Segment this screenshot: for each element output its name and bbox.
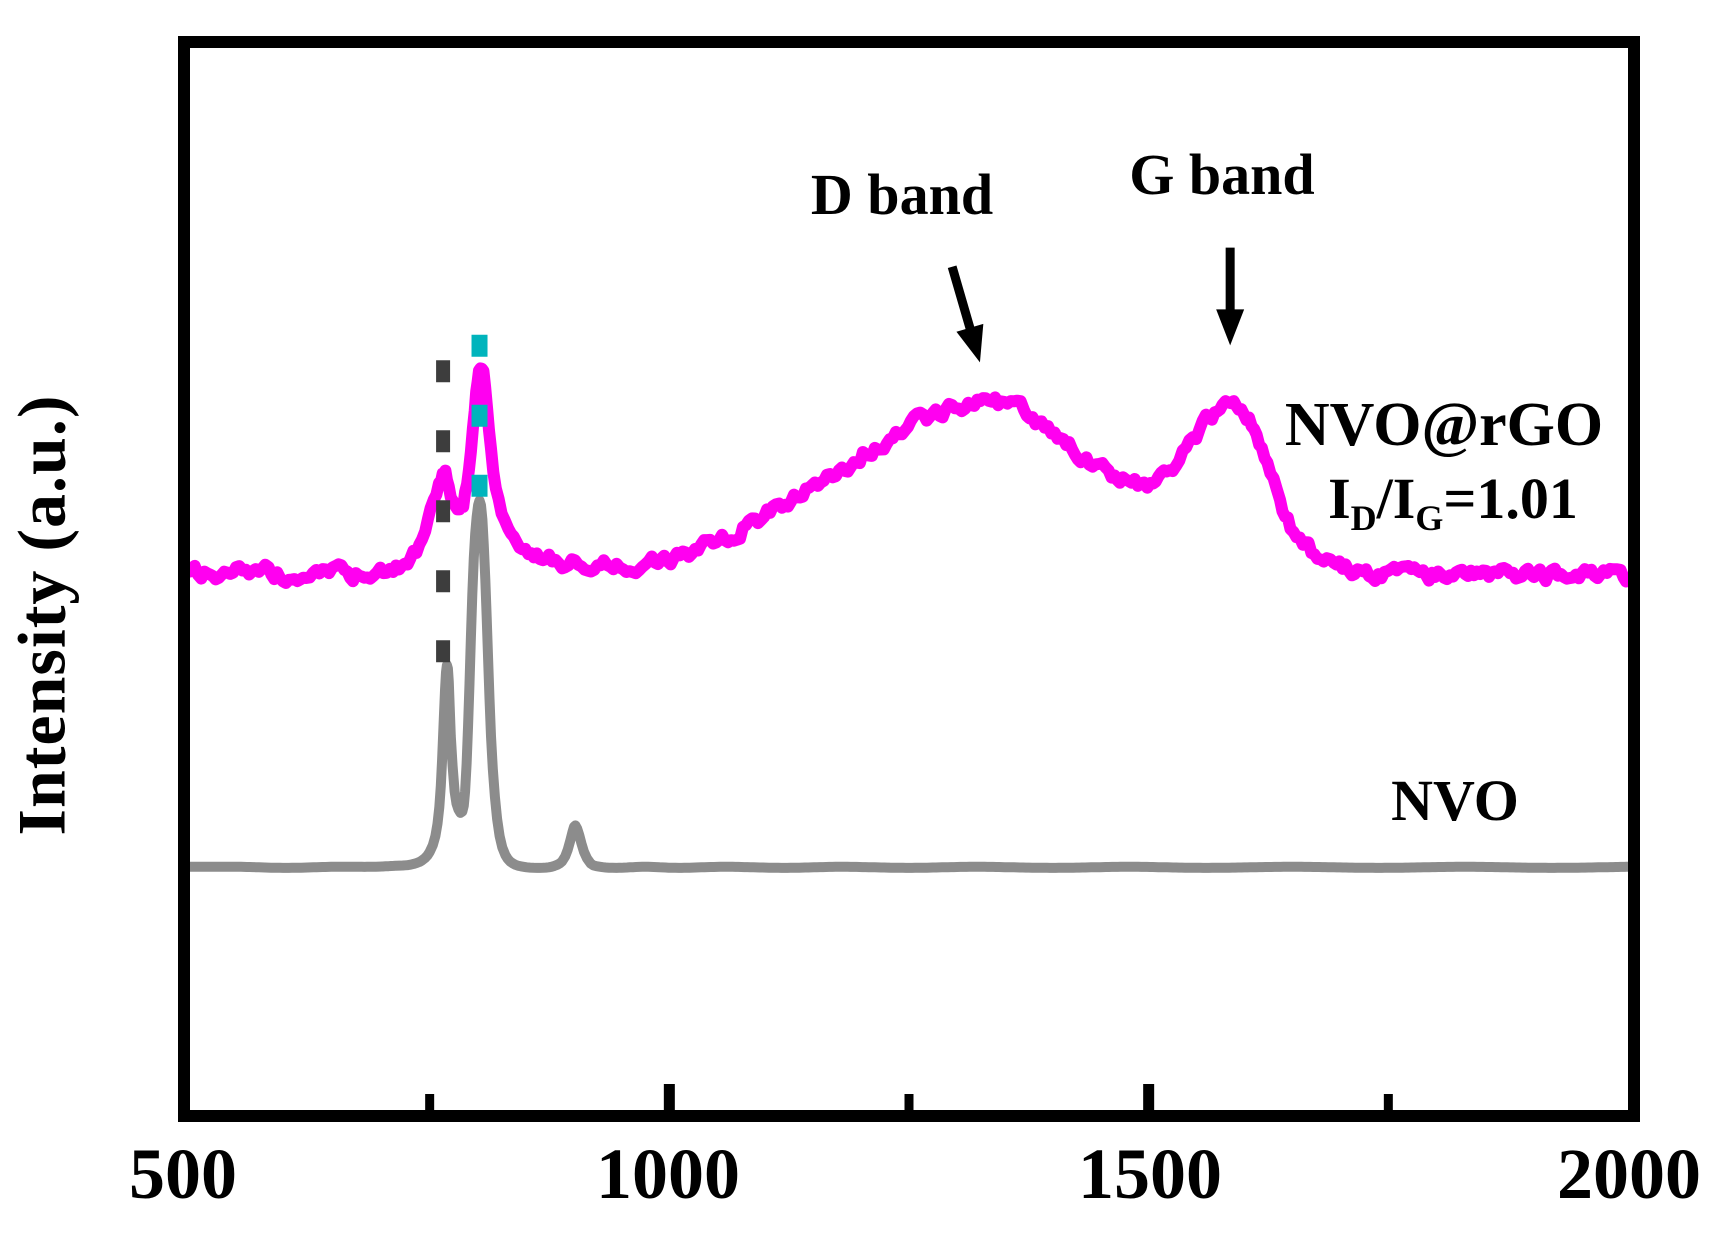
ratio-denominator: /I xyxy=(1376,466,1416,531)
ratio-sub-d: D xyxy=(1350,497,1377,538)
intensity-ratio-label: ID/IG=1.01 xyxy=(1328,470,1578,536)
series-label-nvo-rgo: NVO@rGO xyxy=(1284,391,1604,459)
series-label-nvo: NVO xyxy=(1391,768,1519,833)
d-band-label: D band xyxy=(810,162,994,227)
x-tick-label-1000: 1000 xyxy=(596,1134,740,1214)
series-curve-nvo xyxy=(185,495,1633,873)
y-axis-label: Intensity (a.u.) xyxy=(3,394,80,836)
ratio-value: =1.01 xyxy=(1443,466,1578,531)
x-tick-label-1500: 1500 xyxy=(1078,1134,1222,1214)
plot-frame xyxy=(178,36,1640,1122)
series-curve-nvo-rgo xyxy=(184,362,1634,589)
ratio-numerator: I xyxy=(1328,466,1351,531)
x-tick-label-500: 500 xyxy=(129,1134,237,1214)
x-tick-label-2000: 2000 xyxy=(1557,1134,1701,1214)
g-band-label: G band xyxy=(1129,142,1315,207)
ratio-sub-g: G xyxy=(1415,497,1444,538)
g_band-arrow-head xyxy=(1216,309,1245,346)
d_band-arrow-head xyxy=(956,323,984,363)
